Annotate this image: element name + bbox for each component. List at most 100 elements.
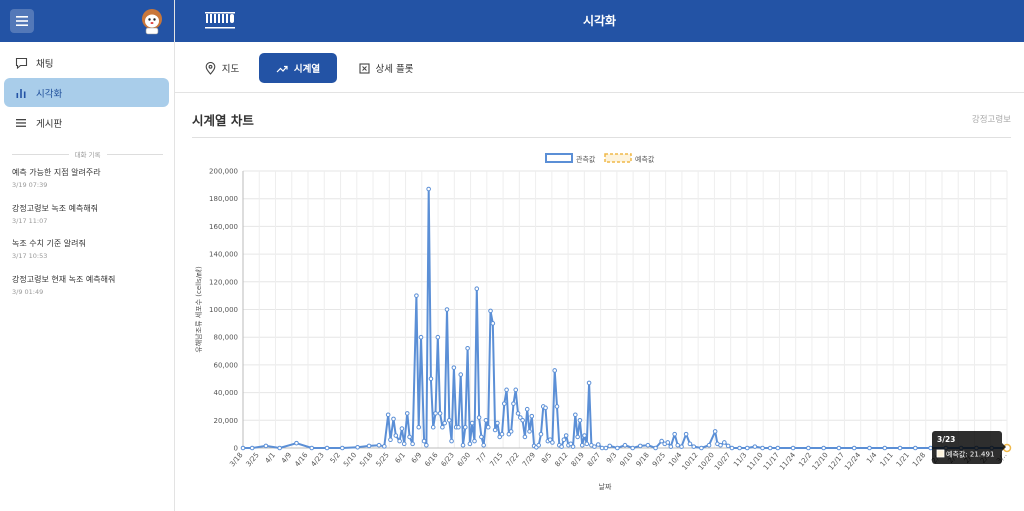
observed-point (479, 434, 484, 440)
observed-point (456, 424, 461, 430)
observed-point (428, 376, 434, 382)
x-tick-label: 10/27 (713, 451, 732, 472)
observed-point (790, 445, 796, 451)
x-tick-label: 5/10 (342, 451, 358, 468)
observed-point (527, 429, 532, 434)
observed-point (410, 441, 415, 447)
history-item[interactable]: 녹조 수치 기준 알려줘 3/17 10:53 (12, 238, 170, 260)
x-tick-label: 11/24 (778, 451, 797, 472)
university-logo-icon (205, 12, 235, 29)
observed-point (536, 442, 541, 448)
x-tick-label: 5/2 (329, 451, 342, 465)
observed-point (645, 442, 651, 448)
observed-point (506, 431, 512, 437)
observed-point (497, 434, 503, 440)
legend-label-predicted: 예측값 (635, 155, 655, 164)
observed-point (579, 442, 585, 448)
observed-point (382, 444, 387, 449)
observed-point (729, 445, 735, 451)
observed-point (430, 424, 436, 430)
observed-point (767, 445, 773, 451)
sidebar-item-visualization[interactable]: 시각화 (4, 78, 169, 107)
y-tick-label: 180,000 (209, 195, 238, 203)
tab-detail-plot[interactable]: 상세 플롯 (350, 53, 422, 83)
observed-point (433, 411, 438, 416)
chat-icon (14, 56, 28, 70)
y-tick-label: 40,000 (214, 389, 239, 397)
observed-point (806, 445, 811, 451)
observed-point (637, 443, 643, 449)
observed-point (760, 445, 765, 451)
observed-point (397, 438, 402, 444)
history-item-date: 3/9 01:49 (12, 288, 44, 296)
x-tick-label: 7/22 (505, 451, 521, 468)
observed-point (570, 444, 576, 449)
observed-point (554, 404, 560, 409)
x-axis-label: 날짜 (599, 482, 612, 491)
x-tick-label: 9/25 (651, 451, 667, 468)
observed-point (451, 365, 457, 370)
y-tick-label: 160,000 (209, 223, 238, 231)
observed-point (513, 387, 519, 393)
timeseries-chart[interactable]: 0 20,000 40,000 60,000 80,000 100,000 120,000 1… (175, 93, 1024, 511)
observed-point (775, 445, 781, 451)
observed-point (416, 424, 422, 430)
observed-point (622, 442, 628, 448)
tooltip-value: 예측값: 21.491 (946, 450, 994, 459)
history-label: 대화 기록 (74, 151, 101, 159)
observed-point (659, 438, 664, 444)
history-item[interactable]: 강정고령보 녹조 예측해줘 3/17 11:07 (12, 203, 170, 225)
x-tick-label: 12/10 (811, 451, 830, 472)
observed-point (518, 415, 523, 420)
tab-map[interactable]: 지도 (193, 53, 251, 83)
observed-point (821, 445, 826, 451)
x-tick-label: 9/18 (635, 451, 651, 468)
observed-point (249, 445, 255, 451)
x-tick-label: 8/5 (540, 451, 553, 465)
sidebar-item-label: 게시판 (36, 118, 63, 130)
tab-timeseries[interactable]: 시계열 (259, 53, 337, 83)
x-tick-label: 8/19 (570, 451, 586, 468)
bar-chart-icon (14, 86, 28, 100)
observed-point (511, 401, 516, 406)
observed-point (691, 444, 697, 449)
tab-label: 상세 플롯 (375, 64, 414, 75)
sidebar-item-label: 시각화 (36, 88, 63, 100)
observed-point (426, 186, 431, 192)
observed-point (897, 445, 903, 451)
x-tick-label: 10/12 (681, 451, 700, 472)
observed-point (563, 433, 569, 438)
sidebar-item-board[interactable]: 게시판 (4, 108, 169, 137)
x-tick-label: 7/7 (475, 451, 488, 465)
observed-point (599, 445, 605, 451)
history-item-title: 강정고령보 현재 녹조 예측해줘 (12, 275, 116, 284)
observed-point (469, 420, 475, 426)
x-tick-label: 11/17 (762, 451, 781, 472)
x-tick-label: 4/1 (264, 451, 277, 465)
history-item-date: 3/17 10:53 (12, 252, 48, 260)
history-divider: 대화 기록 (12, 149, 163, 159)
observed-point (607, 443, 613, 449)
observed-point (488, 308, 493, 314)
observed-point (442, 420, 447, 426)
observed-point (550, 440, 555, 445)
observed-point (483, 418, 489, 423)
observed-point (407, 434, 412, 440)
observed-point (418, 334, 424, 340)
observed-point (449, 438, 454, 444)
history-item[interactable]: 예측 가능한 지점 알려주라 3/19 07:39 (12, 167, 170, 189)
history-item[interactable]: 강정고령보 현재 녹조 예측해줘 3/9 01:49 (12, 274, 170, 296)
history-item-title: 강정고령보 녹조 예측해줘 (12, 204, 99, 213)
x-tick-label: 1/11 (879, 451, 895, 468)
sidebar-item-chat[interactable]: 채팅 (4, 48, 169, 77)
observed-point (421, 438, 427, 444)
observed-point (882, 445, 888, 451)
trend-icon (276, 64, 288, 73)
menu-toggle-button[interactable] (10, 9, 34, 33)
observed-point (240, 445, 246, 451)
x-tick-label: 5/25 (375, 451, 391, 468)
x-tick-label: 12/17 (827, 451, 846, 472)
tooltip-swatch (936, 449, 945, 458)
observed-point (615, 445, 620, 451)
y-tick-label: 0 (234, 445, 238, 453)
